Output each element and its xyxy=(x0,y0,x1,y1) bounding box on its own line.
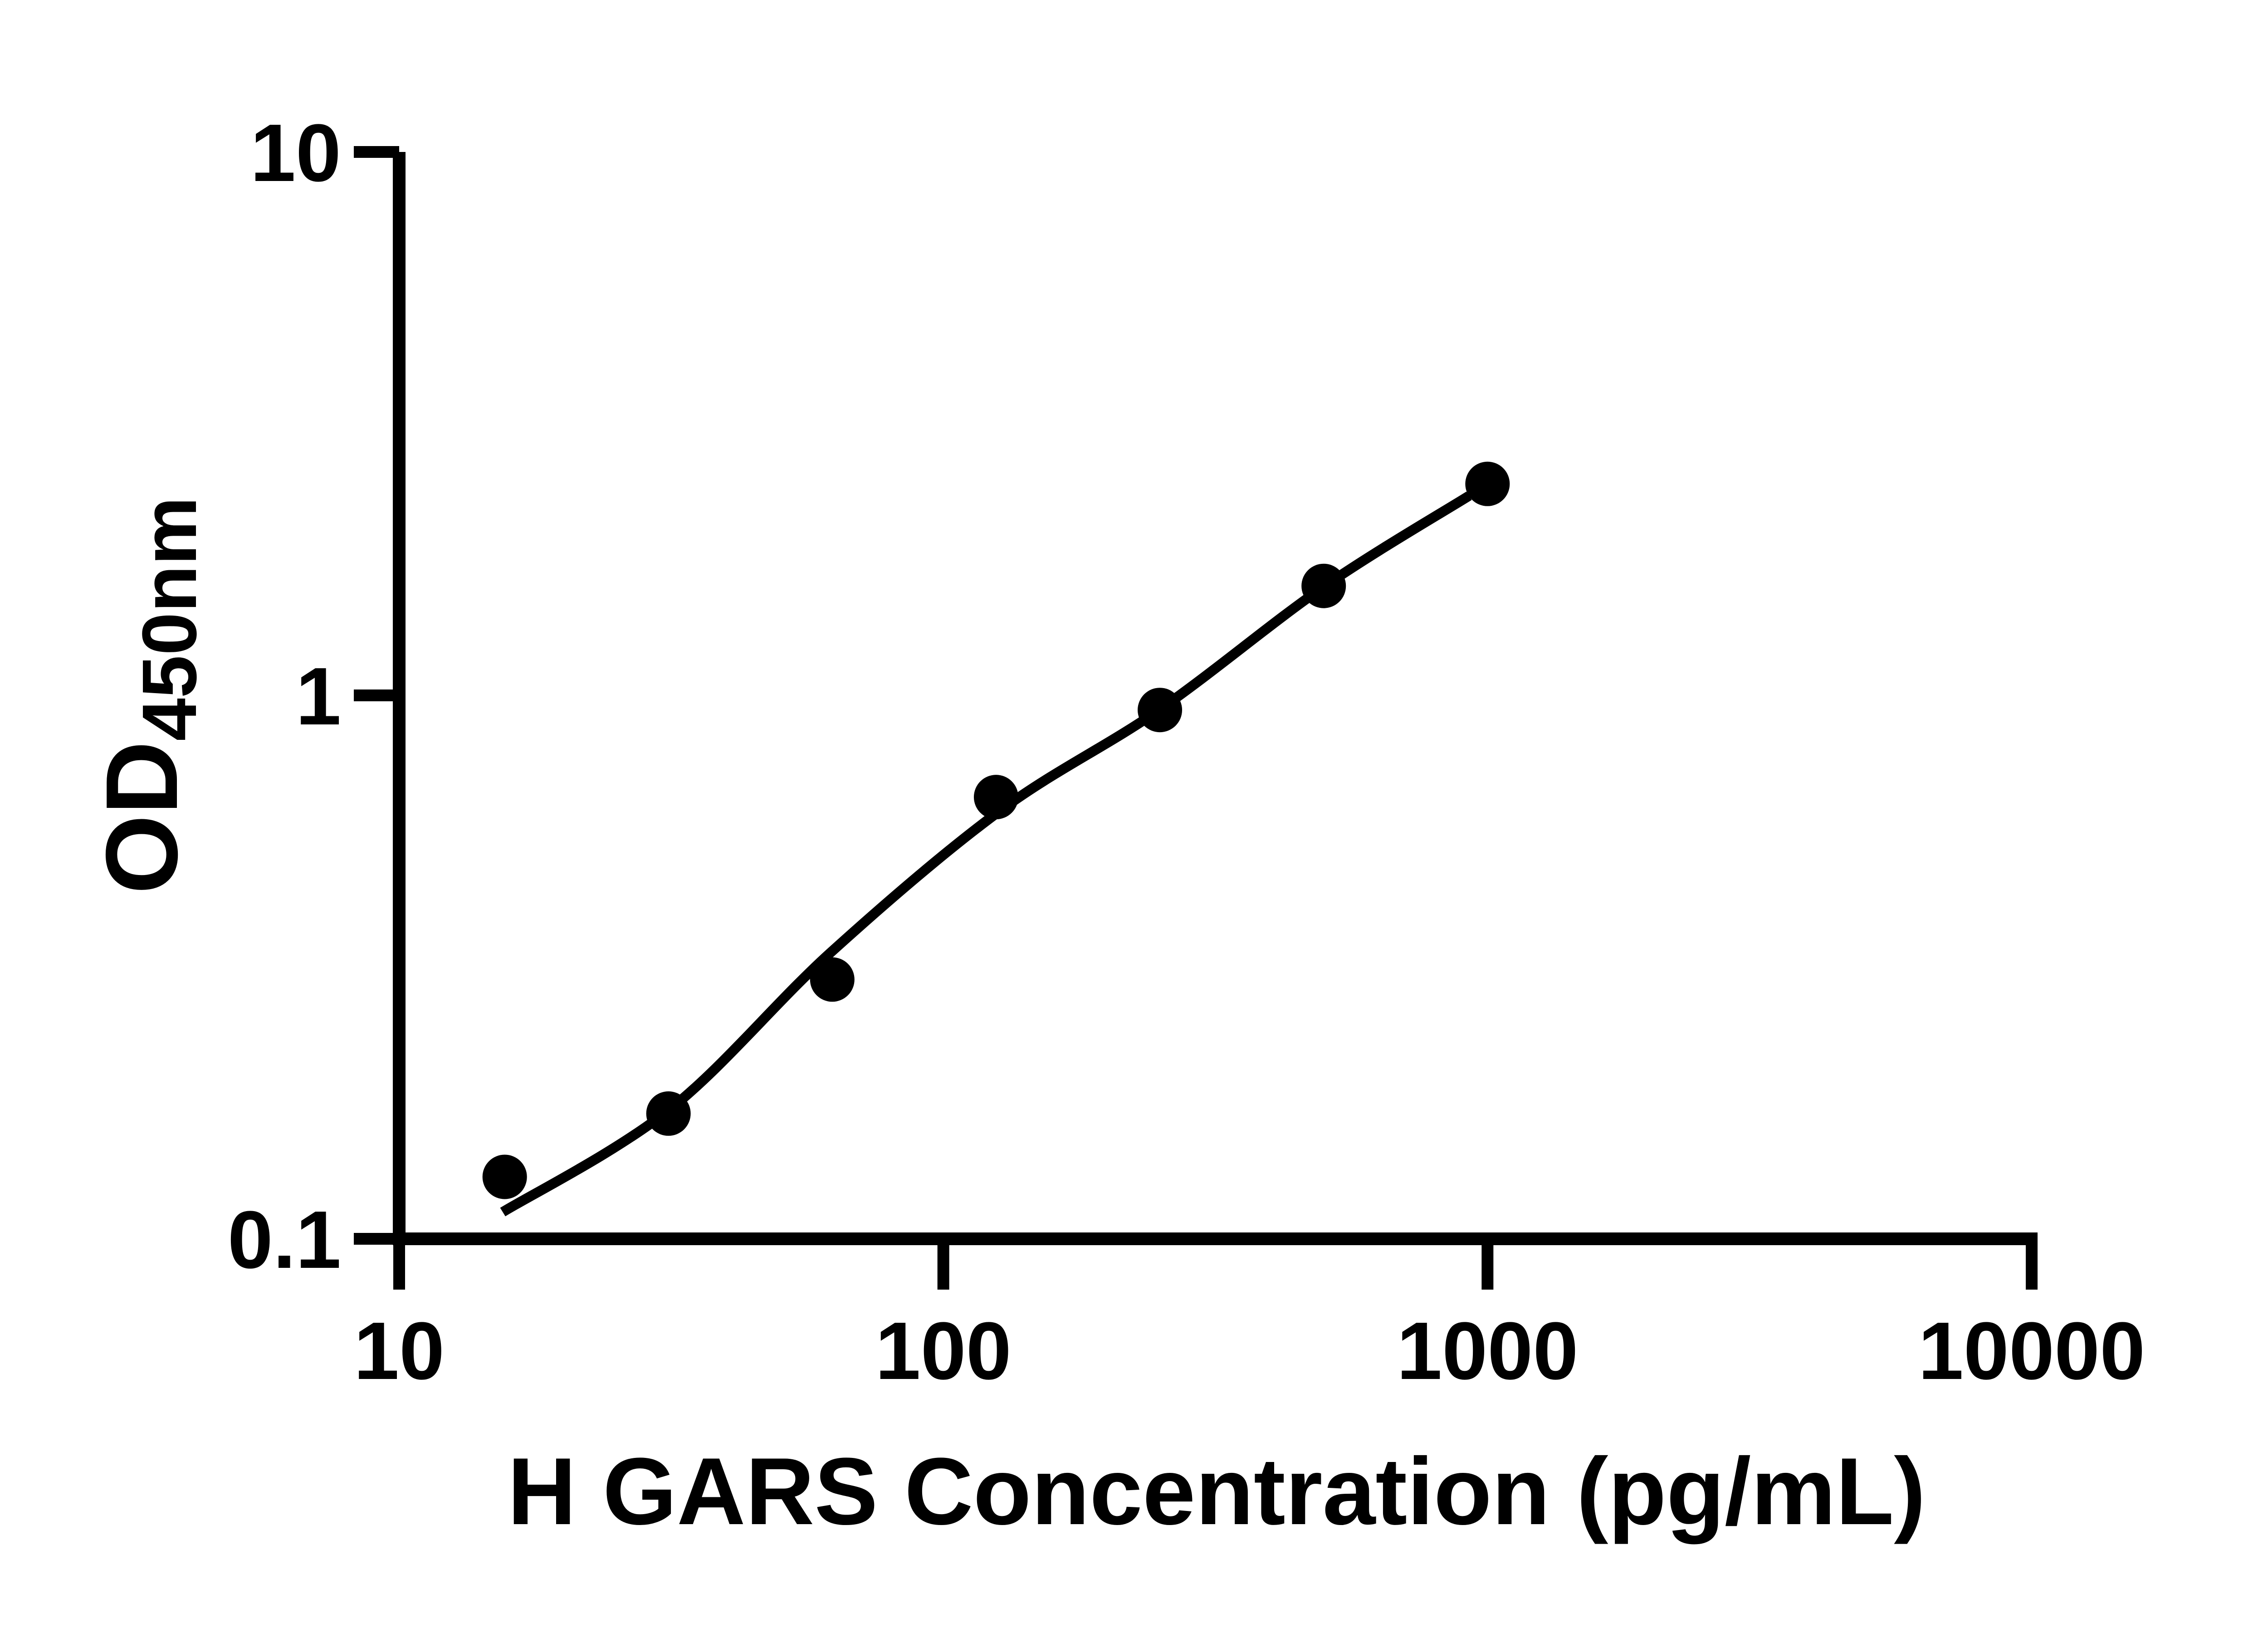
data-point-marker xyxy=(810,957,855,1002)
data-point-marker xyxy=(1465,461,1510,506)
y-axis: 0.1 1 10 xyxy=(228,108,406,1286)
data-point-marker xyxy=(1301,563,1346,608)
x-tick-label: 10 xyxy=(354,1305,445,1397)
data-point-marker xyxy=(973,775,1018,820)
y-tick-label: 10 xyxy=(250,108,341,199)
x-tick-label: 1000 xyxy=(1397,1305,1578,1397)
y-axis-title-main: OD xyxy=(84,741,199,895)
y-tick-label: 1 xyxy=(296,651,341,742)
x-tick-label: 100 xyxy=(875,1305,1012,1397)
data-point-marker xyxy=(482,1154,527,1199)
y-tick-marks xyxy=(354,146,399,1245)
y-tick-labels: 0.1 1 10 xyxy=(228,108,341,1286)
data-points xyxy=(482,461,1510,1199)
x-axis: 10 100 1000 10000 xyxy=(354,1232,2145,1397)
x-axis-title: H GARS Concentration (pg/mL) xyxy=(508,1438,1926,1545)
x-tick-labels: 10 100 1000 10000 xyxy=(354,1305,2145,1397)
data-point-marker xyxy=(1138,688,1183,733)
y-axis-title-subscript: 450nm xyxy=(127,497,213,741)
y-tick-label: 0.1 xyxy=(228,1194,341,1286)
x-tick-label: 10000 xyxy=(1918,1305,2146,1397)
y-axis-title: OD450nm xyxy=(84,497,213,894)
x-tick-marks xyxy=(393,1239,2038,1290)
data-point-marker xyxy=(646,1091,691,1136)
